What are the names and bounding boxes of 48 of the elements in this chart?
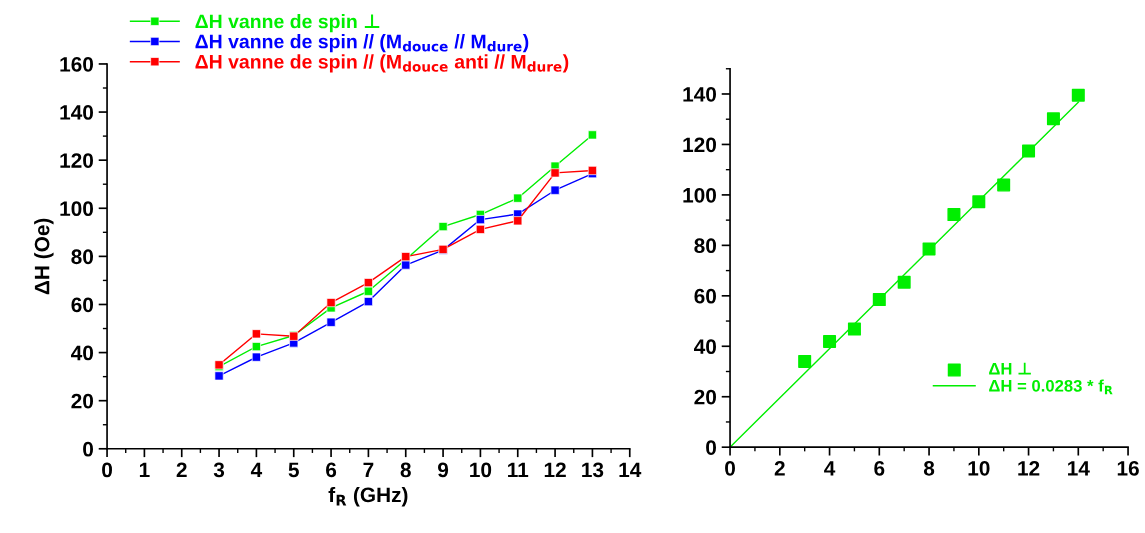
x-tick-label: 4	[250, 462, 263, 478]
legend-label: ΔH ⊥	[989, 362, 1031, 375]
x-tick-label: 11	[508, 462, 529, 478]
y-tick-label: 20	[694, 389, 717, 405]
y-tick-label: 160	[60, 56, 94, 72]
y-tick-label: 100	[683, 187, 717, 203]
x-tick-label: 1	[139, 462, 150, 478]
y-tick-label: 140	[60, 105, 94, 120]
x-tick-label: 10	[470, 462, 492, 478]
y-tick-label: 60	[71, 297, 94, 313]
y-tick-label: 60	[694, 288, 717, 304]
legend-label: ΔH vanne de spin // (M$_{douce}$ anti // M$_{dure}$)	[195, 54, 569, 73]
x-tick-label: 0	[725, 460, 735, 476]
x-tick-label: 7	[363, 462, 374, 478]
x-tick-label: 0	[102, 462, 112, 478]
y-tick-label: 40	[694, 339, 717, 355]
y-axis-title: ΔH (Oe)	[34, 218, 54, 295]
y-tick-label: 20	[71, 393, 94, 409]
x-tick-label: 6	[326, 462, 337, 478]
x-tick-label: 4	[824, 461, 836, 476]
x-tick-label: 2	[774, 460, 785, 476]
y-tick-label: 0	[706, 440, 716, 455]
x-tick-label: 12	[1018, 460, 1040, 476]
x-tick-label: 6	[874, 460, 885, 476]
x-tick-label: 8	[400, 462, 411, 478]
x-tick-label: 13	[582, 462, 604, 478]
x-tick-label: 3	[213, 462, 225, 478]
x-tick-label: 10	[968, 460, 990, 476]
x-tick-label: 14	[619, 462, 642, 478]
legend-label: ΔH = 0.0283 * f$_{R}$	[989, 379, 1113, 395]
x-tick-label: 2	[176, 462, 187, 478]
y-tick-label: 140	[683, 86, 717, 102]
legend-label: ΔH vanne de spin // (M$_{douce}$ // M$_{dure}$)	[195, 34, 529, 53]
x-tick-label: 5	[288, 462, 299, 478]
x-tick-label: 14	[1068, 461, 1090, 476]
y-tick-label: 120	[60, 153, 94, 168]
y-tick-label: 0	[83, 441, 94, 457]
x-tick-label: 9	[438, 462, 449, 478]
x-axis-title: f$_{R}$ (GHz)	[328, 486, 408, 507]
y-tick-label: 100	[60, 201, 94, 217]
legend-label: ΔH vanne de spin ⊥	[195, 14, 380, 33]
x-tick-label: 16	[1117, 460, 1139, 476]
x-tick-label: 8	[923, 460, 935, 476]
y-tick-label: 40	[71, 345, 94, 361]
y-tick-label: 80	[71, 249, 94, 265]
x-tick-label: 12	[544, 462, 566, 478]
y-tick-label: 80	[694, 238, 717, 254]
y-tick-label: 120	[683, 137, 717, 153]
